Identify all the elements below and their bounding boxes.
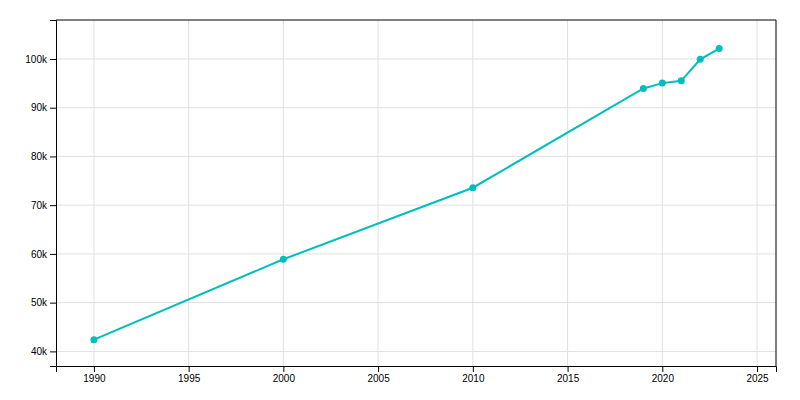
- tick: 1995: [178, 366, 201, 384]
- tick: 60k: [31, 249, 56, 260]
- grid-line: [188, 20, 189, 366]
- tick-mark: [50, 205, 56, 206]
- tick-mark: [50, 108, 56, 109]
- tick-label: 50k: [31, 297, 48, 308]
- tick-label: 90k: [31, 102, 48, 113]
- tick-mark: [662, 366, 663, 372]
- grid-line: [56, 156, 776, 157]
- tick-mark: [757, 366, 758, 372]
- tick-label: 100k: [25, 54, 48, 65]
- axis-line: [50, 21, 57, 367]
- grid-line: [56, 107, 776, 108]
- tick-mark: [50, 351, 56, 352]
- tick: 90k: [31, 102, 56, 113]
- frame: [776, 20, 777, 366]
- grid-line: [56, 58, 776, 59]
- grid-line: [283, 20, 284, 366]
- frame: [56, 20, 776, 21]
- tick: 2000: [273, 366, 296, 384]
- point: [469, 184, 476, 191]
- grid-line: [662, 20, 663, 366]
- tick-label: 70k: [31, 200, 48, 211]
- x-axis: 1990 1995 2000 2005 2010 2015 2020 2025: [57, 366, 777, 384]
- tick-label: 2005: [367, 373, 390, 384]
- tick-mark: [50, 254, 56, 255]
- y-axis: 40k 50k 60k 70k 80k 90k 100k: [25, 21, 56, 367]
- point: [640, 85, 647, 92]
- grid-line: [56, 205, 776, 206]
- grid: [56, 20, 776, 366]
- tick: 2005: [367, 366, 390, 384]
- point: [716, 45, 723, 52]
- tick-label: 1990: [83, 373, 106, 384]
- tick: 2025: [746, 366, 769, 384]
- tick: 50k: [31, 297, 56, 308]
- tick-mark: [473, 366, 474, 372]
- tick-label: 1995: [178, 373, 201, 384]
- tick-label: 40k: [31, 346, 48, 357]
- tick: 2015: [557, 366, 580, 384]
- tick: 40k: [31, 346, 56, 357]
- tick-label: 2010: [462, 373, 485, 384]
- grid-line: [757, 20, 758, 366]
- grid-line: [93, 20, 94, 366]
- tick: 2020: [652, 366, 675, 384]
- tick: 70k: [31, 200, 56, 211]
- series: [90, 45, 722, 343]
- tick-mark: [50, 59, 56, 60]
- point: [678, 77, 685, 84]
- point: [280, 256, 287, 263]
- grid-line: [472, 20, 473, 366]
- tick-label: 2015: [557, 373, 580, 384]
- tick-mark: [50, 156, 56, 157]
- point: [697, 56, 704, 63]
- tick-mark: [568, 366, 569, 372]
- tick-mark: [189, 366, 190, 372]
- tick-label: 80k: [31, 151, 48, 162]
- tick-mark: [283, 366, 284, 372]
- axis-line: [57, 367, 777, 373]
- grid-line: [567, 20, 568, 366]
- tick-label: 60k: [31, 249, 48, 260]
- tick-mark: [94, 366, 95, 372]
- tick: 2010: [462, 366, 485, 384]
- grid-line: [378, 20, 379, 366]
- grid-line: [56, 351, 776, 352]
- tick-label: 2020: [652, 373, 675, 384]
- chart: 1990 1995 2000 2005 2010 2015 2020 2025 40k 50k 60…: [0, 0, 800, 400]
- tick: 1990: [83, 366, 106, 384]
- plot: 1990 1995 2000 2005 2010 2015 2020 2025 40k 50k 60…: [25, 20, 776, 384]
- tick: 100k: [25, 54, 56, 65]
- tick: 80k: [31, 151, 56, 162]
- grid-line: [56, 302, 776, 303]
- tick-mark: [378, 366, 379, 372]
- tick-mark: [50, 303, 56, 304]
- point: [90, 336, 97, 343]
- line: [94, 49, 719, 340]
- tick-label: 2025: [746, 373, 769, 384]
- tick-label: 2000: [273, 373, 296, 384]
- point: [659, 80, 666, 87]
- grid-line: [56, 253, 776, 254]
